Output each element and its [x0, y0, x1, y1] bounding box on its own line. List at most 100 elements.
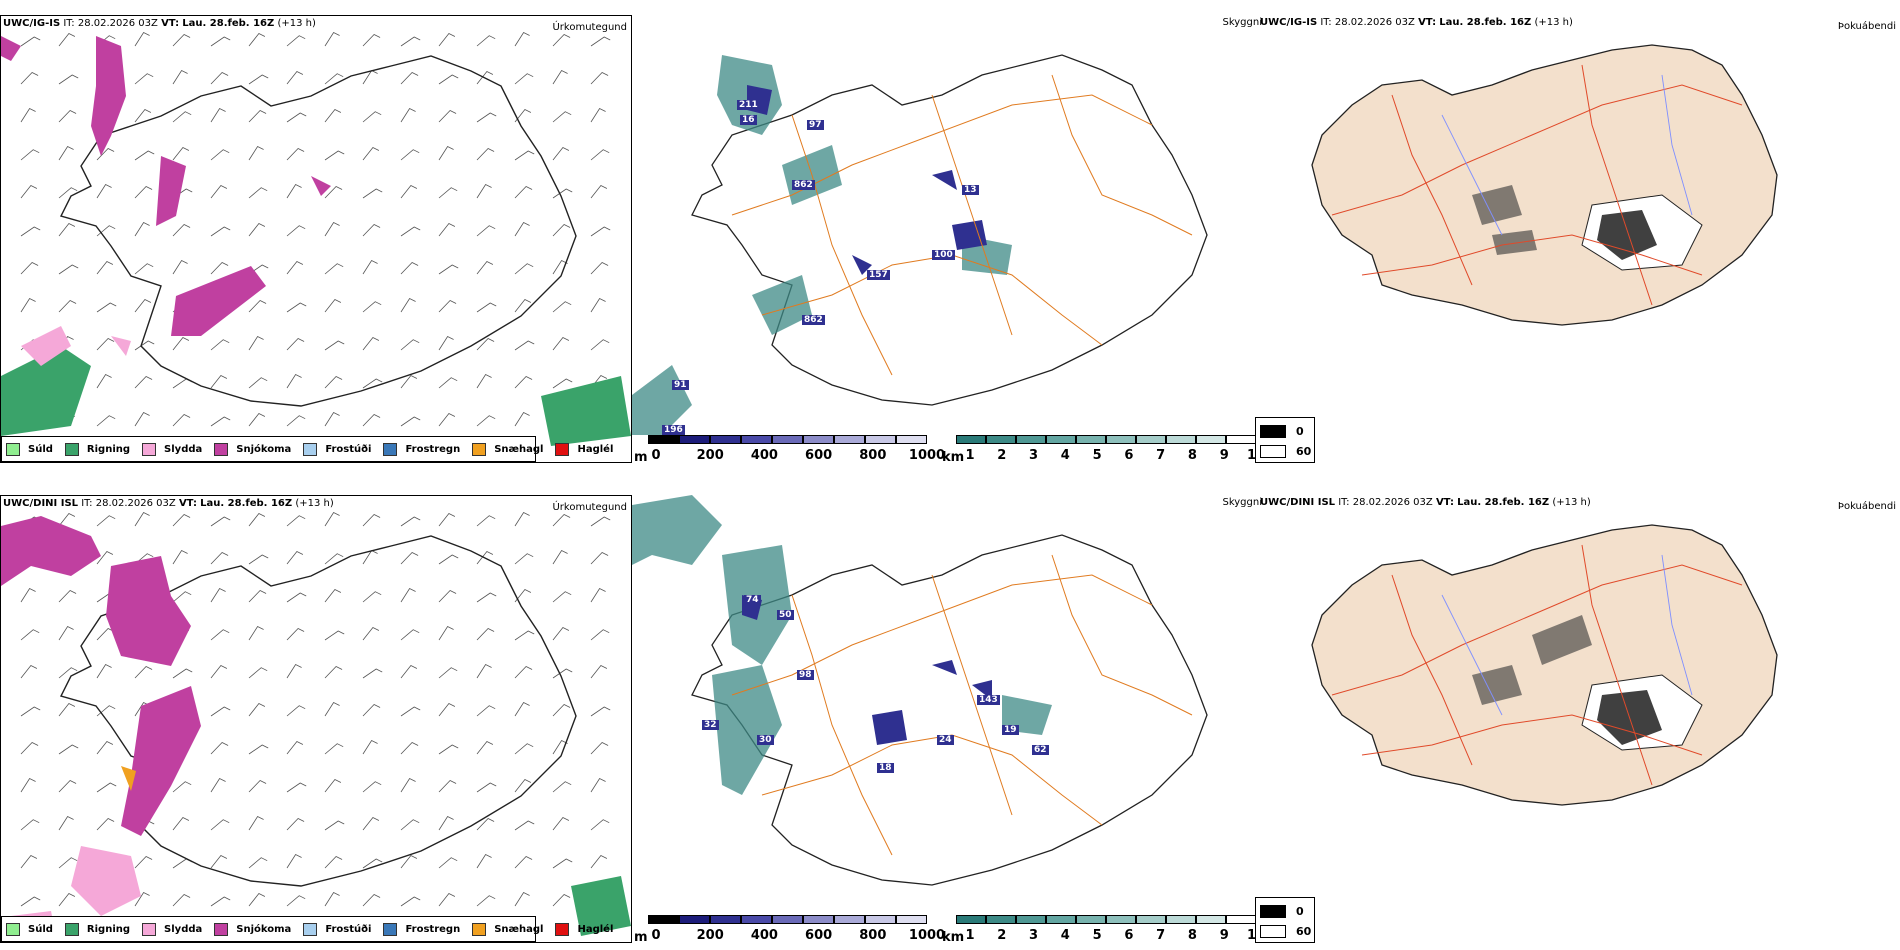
wind-barb — [210, 149, 230, 161]
fog-legend-label: 60 — [1296, 444, 1312, 458]
wind-barb — [476, 148, 495, 161]
colorbar-tick: 1 — [965, 928, 975, 943]
wind-barb — [590, 149, 610, 161]
wind-barb — [400, 819, 420, 831]
wind-barb — [172, 781, 192, 793]
wind-barb — [58, 625, 74, 641]
wind-barb — [362, 414, 381, 427]
colorbar-tick: 600 — [805, 928, 833, 943]
wind-barb — [134, 376, 153, 389]
wind-barb — [172, 894, 191, 907]
wind-barb — [20, 629, 40, 641]
wind-barb — [20, 36, 41, 47]
wind-barb — [362, 514, 381, 527]
wind-barb — [96, 415, 116, 427]
wind-barb — [248, 667, 268, 679]
colorbar-tick: 1000 — [908, 928, 946, 943]
cloud-base-label: 196 — [662, 425, 685, 435]
wind-barb — [552, 188, 573, 199]
wind-barb — [58, 187, 78, 199]
wind-barb — [476, 818, 495, 831]
wind-barb — [438, 857, 458, 869]
colorbar-segment — [1046, 915, 1076, 924]
wind-barb — [210, 819, 230, 831]
colorbar-tick: 3 — [1029, 928, 1039, 943]
wind-barb — [96, 148, 115, 161]
legend-item: Haglél — [555, 442, 613, 456]
wind-barb — [286, 415, 306, 427]
colorbar-tick: 9 — [1219, 448, 1229, 463]
wind-barb — [134, 150, 155, 161]
wind-barb — [514, 701, 530, 717]
wind-barb — [324, 701, 340, 717]
colorbar-tick: 6 — [1124, 448, 1134, 463]
vt-label: VT: — [1418, 17, 1437, 28]
wind-barb — [248, 74, 269, 85]
colorbar-segment — [772, 915, 803, 924]
colorbar-tick: 400 — [750, 448, 778, 463]
precip-map-top — [1, 31, 631, 446]
wind-barb — [514, 630, 535, 641]
colorbar-segment — [803, 915, 834, 924]
legend-swatch — [214, 922, 229, 936]
fog-legend-swatch — [1260, 444, 1286, 458]
wind-barb — [476, 895, 496, 907]
legend-swatch — [383, 442, 398, 456]
colorbar-segment — [896, 915, 927, 924]
legend-swatch — [6, 922, 20, 936]
cloud-base-label: 862 — [802, 315, 825, 325]
colorbar-segment — [803, 435, 834, 444]
wind-barb — [438, 222, 456, 237]
it-value: 28.02.2026 03Z — [77, 18, 158, 29]
wind-barb — [286, 628, 305, 641]
colorbar-segment — [896, 435, 927, 444]
wind-barb — [286, 302, 307, 313]
wind-barb — [324, 778, 342, 793]
wind-barb — [58, 145, 74, 161]
wind-barb — [438, 667, 458, 679]
wind-barb — [20, 819, 40, 831]
wind-barb — [248, 625, 264, 641]
colorbar-tick: 6 — [1124, 928, 1134, 943]
colorbar-segment — [1166, 435, 1196, 444]
wind-barb — [210, 107, 226, 123]
lead-time: (+13 h) — [295, 498, 334, 509]
colorbar-segment — [772, 435, 803, 444]
colorbar-segment — [679, 435, 710, 444]
legend-swatch — [555, 922, 570, 936]
wind-barb — [96, 740, 114, 755]
wind-barb — [210, 854, 228, 869]
wind-barb — [172, 414, 191, 427]
colorbar-segment — [1046, 435, 1076, 444]
cloud-map-bottom — [632, 495, 1208, 886]
wind-barb — [400, 72, 419, 85]
fog-legend-swatch — [1260, 424, 1286, 438]
wind-barb — [210, 742, 229, 755]
visibility-colorbar-top: km12345678910 — [942, 435, 1265, 469]
colorbar-tick: 0 — [651, 448, 661, 463]
it-value: 28.02.2026 03Z — [1352, 497, 1433, 508]
wind-barb — [514, 820, 535, 831]
wind-barb — [438, 145, 454, 161]
colorbar-segment — [956, 915, 986, 924]
wind-barb — [324, 186, 343, 199]
wind-barb — [210, 587, 226, 603]
precip-title: Úrkomutegund — [552, 502, 627, 513]
fog-legend-row: 60 — [1256, 441, 1314, 461]
wind-barb — [476, 628, 495, 641]
wind-barb — [210, 552, 229, 565]
colorbar-tick: 8 — [1187, 448, 1197, 463]
legend-swatch — [142, 442, 157, 456]
visibility-colorbar-bottom: km12345678910 — [942, 915, 1265, 949]
legend-item: Snæhagl — [472, 922, 543, 936]
wind-barb — [324, 108, 342, 123]
wind-barb — [438, 300, 457, 313]
colorbar-segment — [1226, 435, 1256, 444]
legend-item: Slydda — [142, 442, 202, 456]
wind-barb — [476, 782, 497, 793]
wind-barb — [20, 107, 36, 123]
wind-barb — [172, 816, 190, 831]
wind-barb — [58, 667, 78, 679]
wind-barb — [400, 664, 418, 679]
vt-value: Lau. 28.feb. 16Z — [1457, 497, 1550, 508]
